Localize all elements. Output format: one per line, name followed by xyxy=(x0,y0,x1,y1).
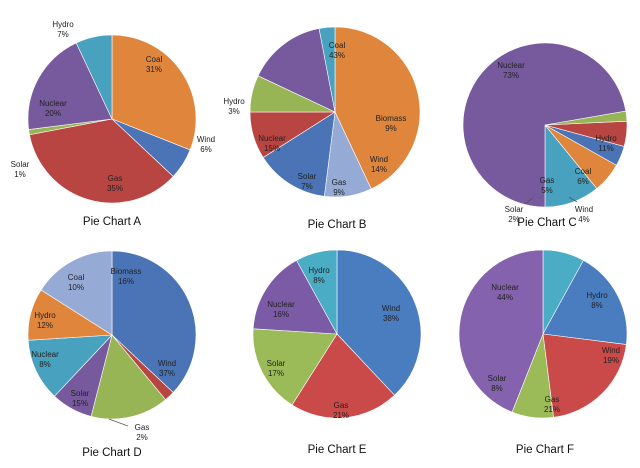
pie-chart-f: Hydro 8% Wind 19% Gas 21% Solar 8% Nuclear 44% Pie… xyxy=(458,249,628,456)
data-label-e-nuclear: Nuclear 16% xyxy=(267,300,295,319)
pie-chart-b: Coal 43% Biomass 9% Wind 14% Gas 9% Solar 7% Nucle… xyxy=(223,26,421,231)
slice-a-gas xyxy=(29,118,174,204)
data-label-b-solar: Solar 7% xyxy=(298,172,317,191)
data-label-b-coal: Coal 43% xyxy=(329,41,346,60)
slice-f-wind xyxy=(542,259,628,345)
data-label-b-nuclear: Nuclear 15% xyxy=(258,134,286,153)
slice-f-nuclear xyxy=(458,249,544,413)
slice-e-gas xyxy=(291,333,395,419)
data-label-c-hydro: Hydro 11% xyxy=(595,134,617,153)
data-label-e-hydro: Hydro 8% xyxy=(308,266,330,285)
data-label-b-gas: Gas 9% xyxy=(332,178,347,197)
data-label-e-wind: Wind 38% xyxy=(382,304,400,323)
data-label-d-coal: Coal 10% xyxy=(68,273,85,292)
chart-title-f: Pie Chart F xyxy=(516,444,574,456)
data-label-c-solar: Solar 2% xyxy=(505,205,524,224)
data-label-a-gas: Gas 35% xyxy=(107,174,123,193)
pie-chart-e: Wind 38% Gas 21% Solar 17% Nuclear 16% Hydro 8% Pi… xyxy=(252,249,422,456)
data-label-d-biomass: Biomass 16% xyxy=(111,267,142,286)
leader-line-c-wind xyxy=(568,196,578,203)
data-label-c-nuclear: Nuclear 73% xyxy=(497,61,525,80)
data-label-b-wind: Wind 14% xyxy=(370,155,388,174)
data-label-a-solar: Solar 1% xyxy=(11,160,30,179)
slice-a-hydro xyxy=(75,34,113,120)
chart-title-b: Pie Chart B xyxy=(308,219,367,231)
data-label-a-nuclear: Nuclear 20% xyxy=(39,99,67,118)
slice-d-biomass xyxy=(40,250,113,336)
chart-title-e: Pie Chart E xyxy=(308,444,367,456)
data-label-a-coal: Coal 31% xyxy=(146,55,163,74)
data-label-e-gas: Gas 21% xyxy=(333,401,349,420)
data-label-c-coal: Coal 6% xyxy=(575,167,592,186)
slice-f-gas xyxy=(542,333,627,418)
slice-a-coal xyxy=(111,34,197,151)
slice-c-nuclear xyxy=(462,42,627,208)
data-label-a-wind: Wind 6% xyxy=(197,135,215,154)
pie-chart-c: Hydro 11%Coal 6% Wind 4% Gas 5% Solar 2% Nuclear 7… xyxy=(462,42,628,229)
slice-b-coal xyxy=(334,26,421,190)
data-label-b-biomass: Biomass 9% xyxy=(376,114,407,133)
slice-b-nuclear xyxy=(257,28,336,113)
slice-e-nuclear xyxy=(252,259,338,335)
slice-d-wind xyxy=(111,250,197,393)
slice-d-hydro xyxy=(27,334,113,397)
data-label-b-hydro: Hydro 3% xyxy=(223,97,245,116)
slice-e-wind xyxy=(336,249,422,396)
data-label-f-solar: Solar 8% xyxy=(488,374,507,393)
data-label-c-gas: Gas 5% xyxy=(540,176,555,195)
data-label-f-wind: Wind 19% xyxy=(602,346,620,365)
pie-chart-a: Coal 31% Wind 6% Gas 35% Solar 1% Nuclear 20% Hydr… xyxy=(11,20,215,228)
slice-e-hydro xyxy=(296,249,338,335)
slice-b-hydro xyxy=(318,26,336,113)
chart-title-d: Pie Chart D xyxy=(82,447,141,459)
chart-title-c: Pie Chart C xyxy=(517,217,576,229)
pie-chart-d: Wind 37% Gas 2% Solar 15% Nuclear 8% Hydro 12% Coa… xyxy=(27,250,197,459)
data-label-d-gas: Gas 2% xyxy=(135,423,150,442)
data-label-f-nuclear: Nuclear 44% xyxy=(491,283,519,302)
data-label-c-wind: Wind 4% xyxy=(575,205,593,224)
slice-e-solar xyxy=(252,328,338,406)
slice-d-solar xyxy=(90,334,166,420)
slice-b-wind xyxy=(262,111,336,197)
data-label-d-nuclear: Nuclear 8% xyxy=(31,350,59,369)
data-label-f-hydro: Hydro 8% xyxy=(586,291,608,310)
leader-line-d-gas xyxy=(108,418,129,427)
data-label-d-hydro: Hydro 12% xyxy=(34,311,56,330)
data-label-a-hydro: Hydro 7% xyxy=(52,20,74,39)
chart-title-a: Pie Chart A xyxy=(83,216,141,228)
leader-line-c-solar xyxy=(524,197,534,205)
data-label-d-solar: Solar 15% xyxy=(71,389,90,408)
data-label-f-gas: Gas 21% xyxy=(544,395,560,414)
data-label-d-wind: Wind 37% xyxy=(158,359,176,378)
data-label-e-solar: Solar 17% xyxy=(267,359,286,378)
slice-a-nuclear xyxy=(27,42,113,130)
